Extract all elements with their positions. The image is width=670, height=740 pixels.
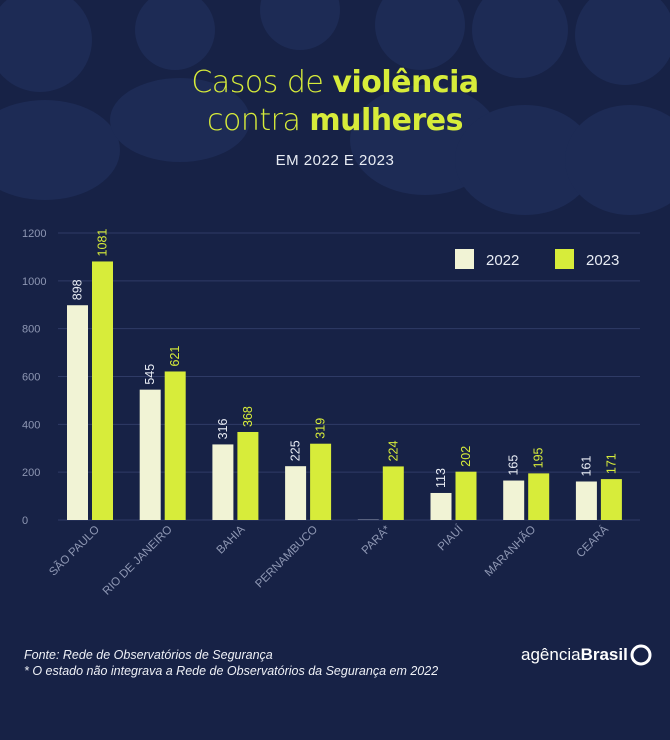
data-label-2022: 161 xyxy=(579,456,593,477)
x-tick-label: RIO DE JANEIRO xyxy=(101,524,175,598)
logo-mark-icon xyxy=(630,644,652,666)
data-label-2023: 1081 xyxy=(96,229,110,257)
data-label-2022: 316 xyxy=(216,419,230,440)
chart-subtitle: EM 2022 E 2023 xyxy=(275,152,395,169)
footnote: * O estado não integrava a Rede de Obser… xyxy=(24,664,439,678)
data-label-2023: 368 xyxy=(241,406,255,427)
data-label-2023: 621 xyxy=(168,346,182,367)
bar-2022 xyxy=(139,389,161,520)
data-label-2022: 165 xyxy=(507,455,521,476)
y-tick-label: 1000 xyxy=(22,276,46,288)
bar-2022 xyxy=(67,305,88,520)
legend-label-2022: 2022 xyxy=(486,252,519,269)
legend-swatch-2022 xyxy=(455,249,474,269)
bar-2023 xyxy=(237,431,259,520)
logo-text-light: agência xyxy=(521,645,581,664)
data-label-2023: 224 xyxy=(386,441,400,462)
chart-title-line-2: contra mulheres xyxy=(0,102,670,140)
x-tick-label: BAHIA xyxy=(215,523,248,556)
logo-text-bold: Brasil xyxy=(580,645,628,664)
title-bold-text: violência xyxy=(332,65,479,100)
y-tick-label: 800 xyxy=(22,324,40,336)
bar-2023 xyxy=(382,466,404,520)
bar-2022 xyxy=(430,492,452,520)
bar-2022 xyxy=(212,444,234,520)
y-tick-label: 0 xyxy=(22,515,28,527)
x-tick-label: SÃO PAULO xyxy=(47,523,103,579)
y-tick-label: 1200 xyxy=(22,228,46,240)
x-tick-label: MARANHÃO xyxy=(482,523,538,579)
title-light-text: contra xyxy=(207,103,310,138)
bar-2023 xyxy=(310,443,332,520)
title-bold-text: mulheres xyxy=(309,103,463,138)
data-label-2022: 113 xyxy=(434,468,448,488)
bar-2023 xyxy=(455,471,477,520)
y-tick-label: 600 xyxy=(22,372,40,384)
data-label-2023: 202 xyxy=(459,446,473,467)
bar-2022 xyxy=(503,480,525,520)
x-tick-label: PIAUÍ xyxy=(435,522,466,553)
data-label-2022: 545 xyxy=(143,364,157,385)
bar-2022 xyxy=(285,466,307,520)
data-label-2023: 195 xyxy=(532,447,546,468)
legend-label-2023: 2023 xyxy=(586,252,619,269)
data-label-2022: 225 xyxy=(289,440,303,461)
x-tick-label: CEARÁ xyxy=(574,523,611,560)
chart-title-line-1: Casos de violência xyxy=(0,64,670,102)
bar-2023 xyxy=(528,473,550,520)
title-light-text: Casos de xyxy=(191,65,333,100)
y-tick-label: 400 xyxy=(22,419,40,431)
x-tick-label: PARÁ* xyxy=(359,523,393,557)
agencia-brasil-logo: agência Brasil xyxy=(521,643,652,667)
bar-2023 xyxy=(600,479,622,520)
data-label-2022: 898 xyxy=(71,279,85,300)
source-note: Fonte: Rede de Observatórios de Seguranç… xyxy=(24,648,273,662)
data-label-2023: 319 xyxy=(314,418,328,439)
y-tick-label: 200 xyxy=(22,467,40,479)
bar-2022 xyxy=(575,481,597,520)
bar-2023 xyxy=(164,371,186,520)
bar-2023 xyxy=(92,261,113,520)
legend-swatch-2023 xyxy=(555,249,574,269)
data-label-2023: 171 xyxy=(604,453,618,474)
x-tick-label: PERNAMBUCO xyxy=(253,524,320,591)
